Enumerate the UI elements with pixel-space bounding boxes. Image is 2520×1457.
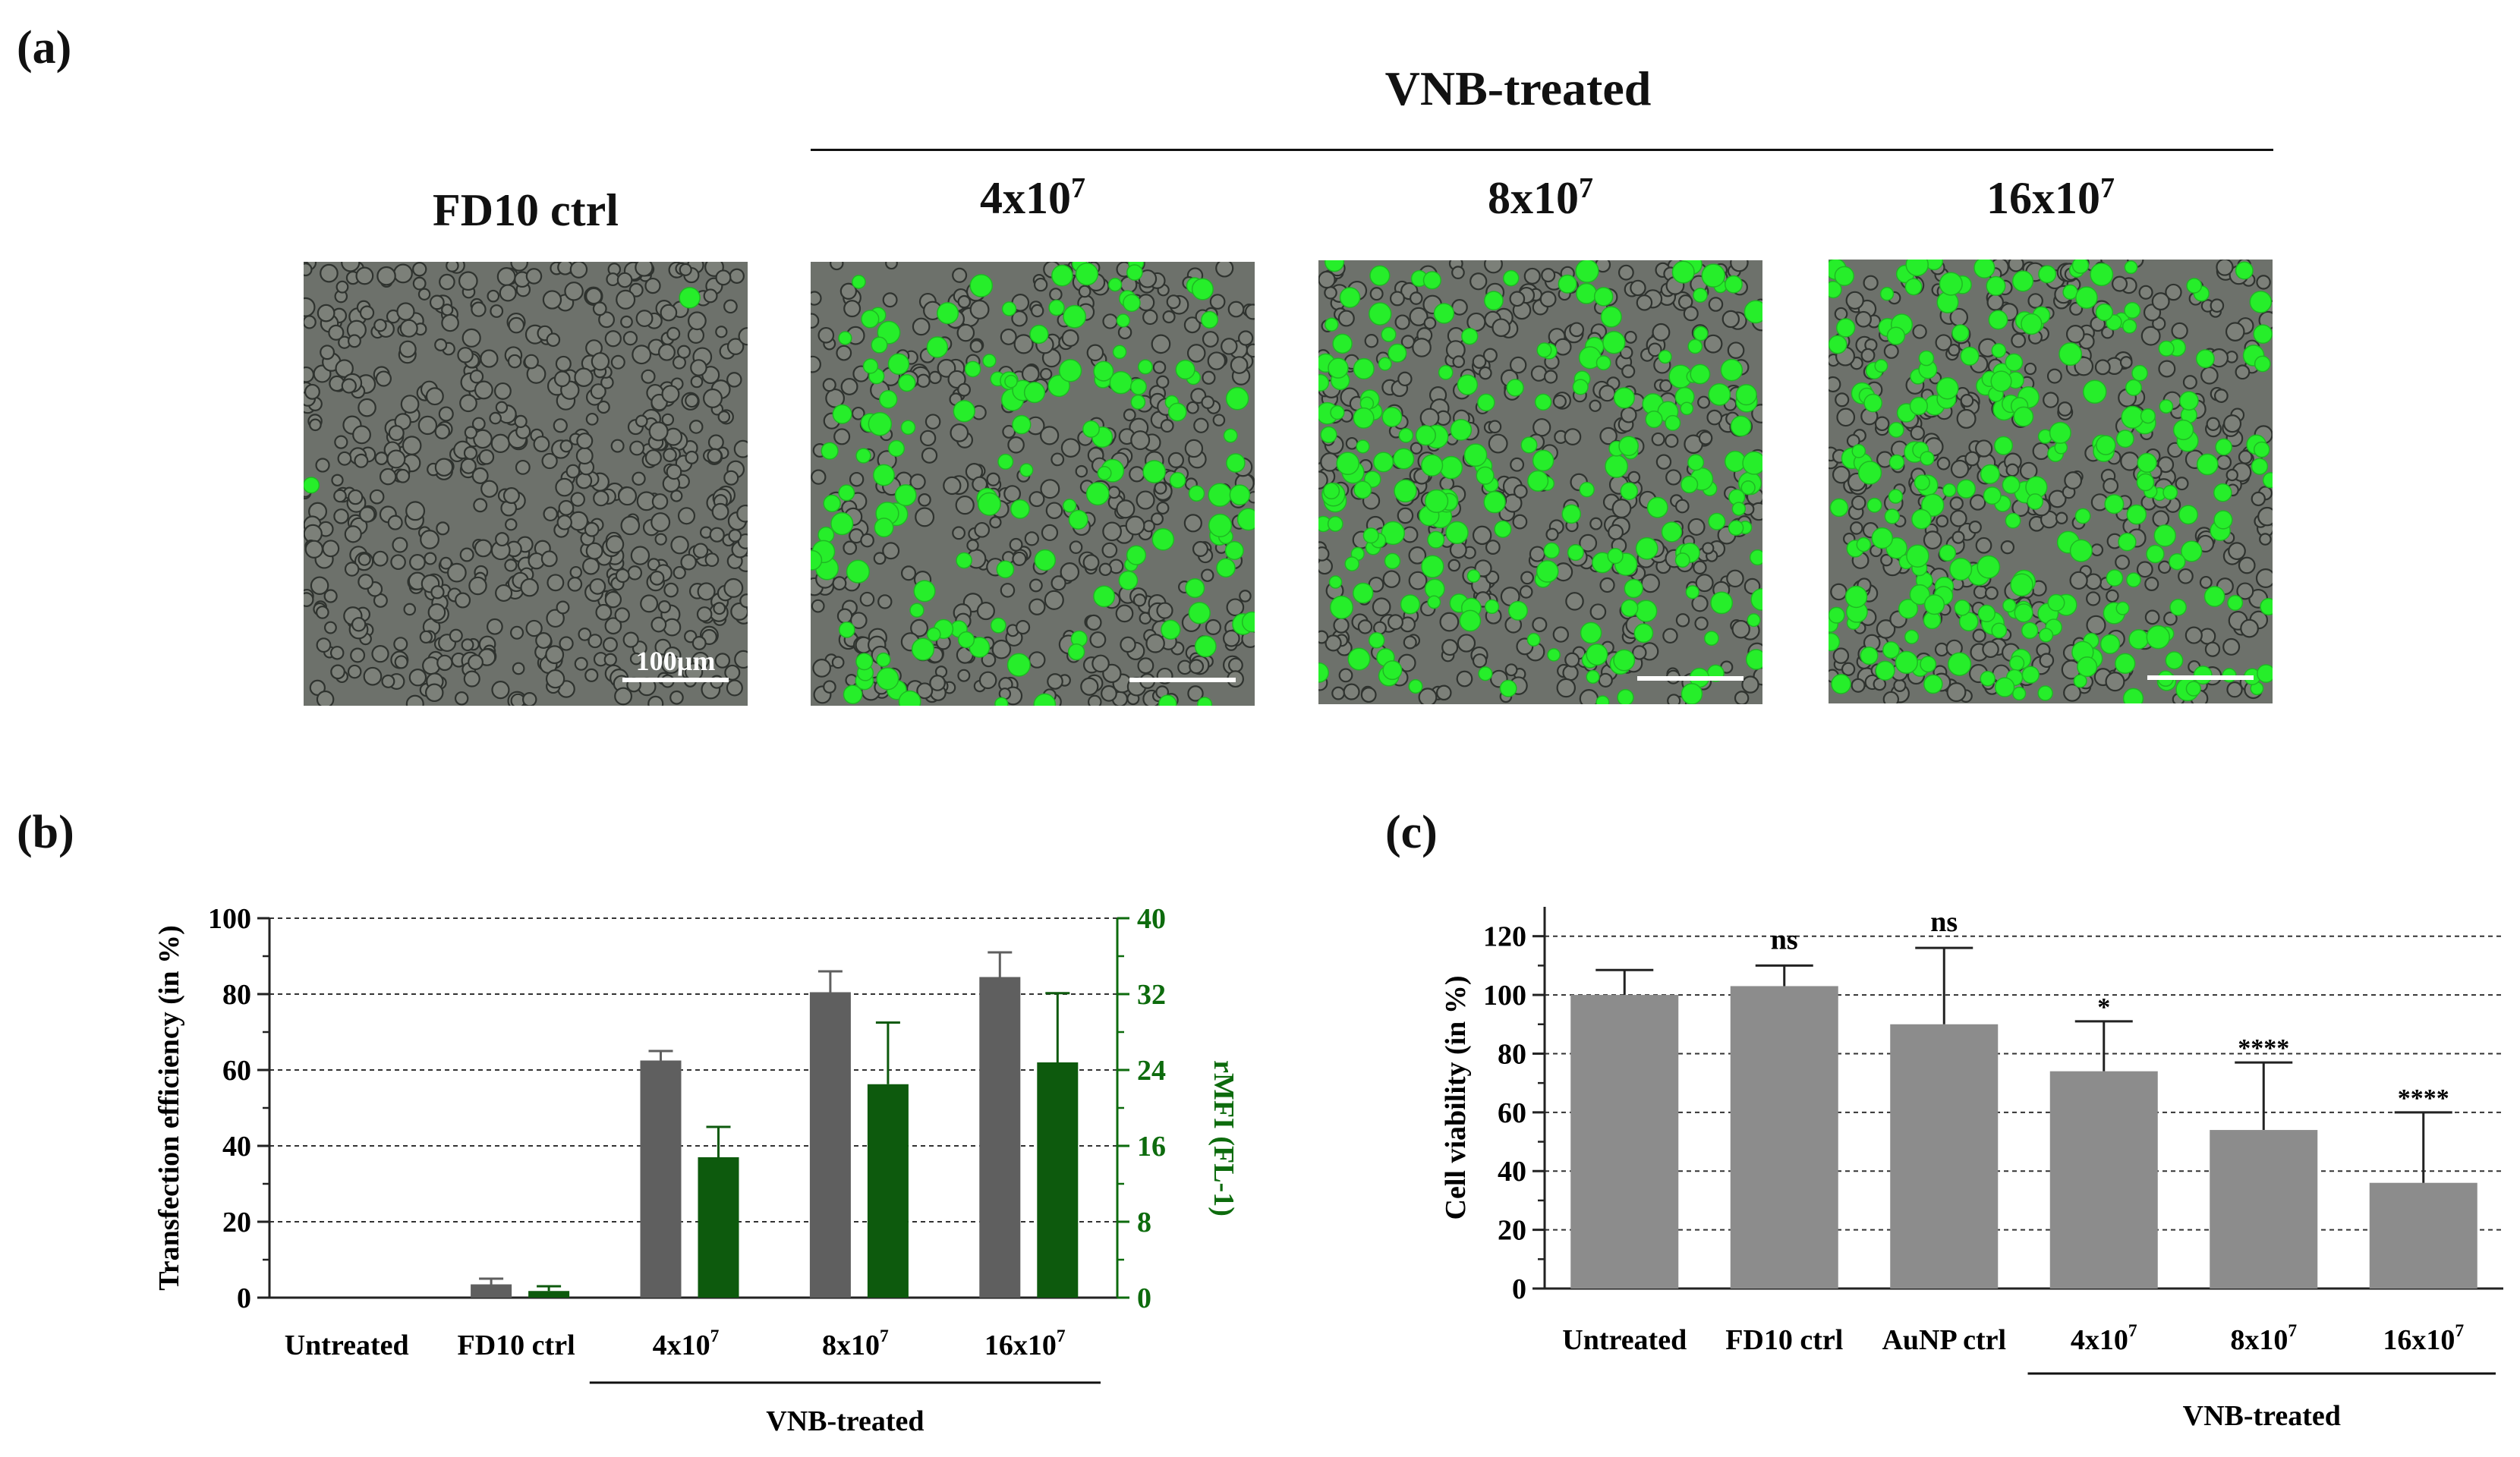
significance-label: ns bbox=[1930, 906, 1958, 938]
micrograph-8x10 bbox=[1318, 260, 1762, 704]
group-label: VNB-treated bbox=[766, 1405, 924, 1437]
panel-b-label: (b) bbox=[17, 807, 74, 858]
bar-viability bbox=[2369, 1182, 2477, 1289]
y-tick-label: 120 bbox=[1483, 921, 1526, 953]
y-tick-label: 0 bbox=[1512, 1273, 1526, 1305]
left-tick-label: 40 bbox=[222, 1131, 251, 1163]
group-label: VNB-treated bbox=[2183, 1400, 2341, 1432]
x-tick-label: 16x107 bbox=[2383, 1321, 2464, 1356]
x-tick-label: 8x107 bbox=[2230, 1321, 2297, 1356]
right-tick-label: 40 bbox=[1137, 903, 1166, 935]
right-tick-label: 32 bbox=[1137, 979, 1166, 1011]
left-tick-label: 20 bbox=[222, 1207, 251, 1238]
micrograph-fd10-ctrl: 100µm bbox=[304, 262, 748, 706]
bar-rmfi bbox=[1037, 1062, 1079, 1298]
x-tick-label: FD10 ctrl bbox=[458, 1330, 575, 1361]
bar-rmfi bbox=[698, 1157, 739, 1298]
bar-viability bbox=[1570, 995, 1679, 1289]
significance-label: **** bbox=[2398, 1084, 2449, 1112]
x-tick-label: 16x107 bbox=[984, 1326, 1066, 1361]
right-tick-label: 0 bbox=[1137, 1282, 1151, 1314]
x-tick-label: 4x107 bbox=[653, 1326, 720, 1361]
significance-label: ns bbox=[1771, 924, 1798, 955]
micrograph-16x10 bbox=[1829, 260, 2273, 703]
y-tick-label: 100 bbox=[1483, 980, 1526, 1012]
bar-viability bbox=[2049, 1071, 2158, 1289]
y2-axis-title: rMFI (FL-1) bbox=[1208, 1060, 1240, 1216]
bar-efficiency bbox=[471, 1284, 512, 1298]
scale-bar bbox=[1129, 678, 1236, 682]
vnb-treated-bracket bbox=[811, 149, 2273, 151]
right-tick-label: 8 bbox=[1137, 1207, 1151, 1238]
image-title-8x10: 8x107 bbox=[1488, 172, 1593, 223]
bar-rmfi bbox=[528, 1291, 570, 1298]
vnb-treated-title: VNB-treated bbox=[1384, 61, 1652, 115]
image-title-fd10: FD10 ctrl bbox=[433, 185, 619, 235]
panel-a-label: (a) bbox=[17, 22, 72, 74]
significance-label: **** bbox=[2238, 1034, 2289, 1062]
bar-efficiency bbox=[809, 992, 851, 1298]
bar-viability bbox=[1730, 986, 1838, 1289]
scale-bar bbox=[2147, 675, 2254, 680]
x-tick-label: 8x107 bbox=[822, 1326, 889, 1361]
x-tick-label: Untreated bbox=[285, 1330, 409, 1361]
scale-bar bbox=[1637, 676, 1744, 681]
significance-label: * bbox=[2097, 993, 2110, 1021]
x-tick-label: FD10 ctrl bbox=[1725, 1324, 1843, 1356]
image-title-16x10: 16x107 bbox=[1986, 172, 2115, 223]
left-tick-label: 0 bbox=[237, 1282, 251, 1314]
y-axis-title: Transfection efficiency (in %) bbox=[153, 925, 185, 1291]
x-tick-label: 4x107 bbox=[2071, 1321, 2137, 1356]
panel-c-label: (c) bbox=[1385, 807, 1438, 858]
y-tick-label: 80 bbox=[1498, 1038, 1526, 1070]
y-tick-label: 60 bbox=[1498, 1097, 1526, 1129]
right-tick-label: 16 bbox=[1137, 1131, 1166, 1163]
left-tick-label: 60 bbox=[222, 1055, 251, 1087]
y-tick-label: 20 bbox=[1498, 1215, 1526, 1247]
micrograph-4x10 bbox=[811, 262, 1255, 706]
x-tick-label: AuNP ctrl bbox=[1882, 1324, 2006, 1356]
y-tick-label: 40 bbox=[1498, 1156, 1526, 1188]
left-tick-label: 80 bbox=[222, 979, 251, 1011]
bar-viability bbox=[1890, 1024, 1999, 1289]
right-tick-label: 24 bbox=[1137, 1055, 1166, 1087]
left-tick-label: 100 bbox=[208, 903, 251, 935]
chart-c: 0 20 40 60 80 100 120 Cell viability (in %) Untr… bbox=[1440, 906, 2503, 1432]
scale-bar bbox=[622, 678, 729, 682]
image-title-4x10: 4x107 bbox=[980, 172, 1085, 223]
scale-bar-label: 100µm bbox=[636, 646, 716, 676]
y-axis-title: Cell viability (in %) bbox=[1440, 976, 1472, 1220]
bar-rmfi bbox=[867, 1084, 909, 1298]
bar-efficiency bbox=[979, 977, 1021, 1298]
bar-efficiency bbox=[640, 1060, 682, 1298]
bar-viability bbox=[2210, 1130, 2318, 1289]
chart-b: 0 20 40 60 80 100 0 8 16 24 32 40 Transfection effic… bbox=[153, 903, 1240, 1437]
x-tick-label: Untreated bbox=[1562, 1324, 1687, 1356]
